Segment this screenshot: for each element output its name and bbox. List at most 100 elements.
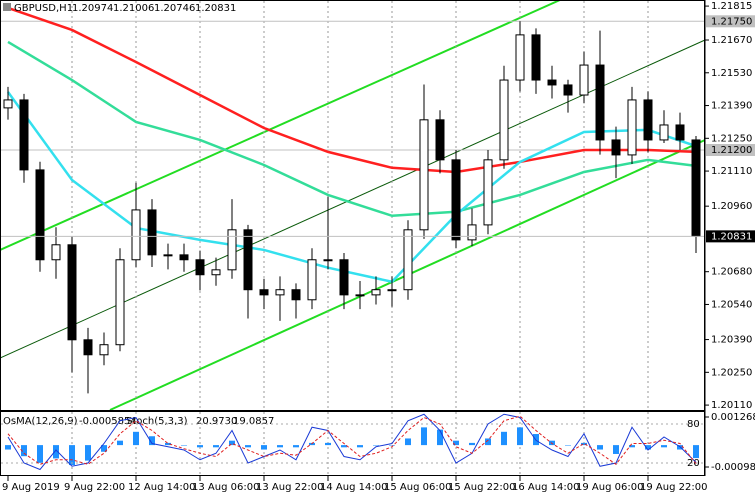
candle-body [387, 289, 397, 292]
x-tick-label: 16 Aug 14:00 [512, 482, 579, 493]
candle-body [483, 159, 493, 226]
candle-body [467, 224, 477, 241]
candle-body [691, 139, 701, 237]
osma-bar [405, 438, 411, 446]
candle-body [115, 259, 125, 346]
osma-bar [85, 445, 91, 461]
osma-bar [645, 445, 651, 450]
candle-body [3, 99, 13, 109]
osma-last: -0.0005854 [79, 416, 137, 427]
osma-bar [117, 440, 123, 446]
candle-body [563, 84, 573, 96]
moving-average [6, 91, 697, 284]
moving-average [7, 6, 697, 174]
candle-body [99, 344, 109, 356]
osma-bar [325, 442, 331, 446]
y-tick-label: 1.21390 [711, 101, 752, 112]
osma-bar [37, 445, 43, 463]
x-tick-label: 14 Aug 14:00 [320, 482, 387, 493]
candle-body [403, 229, 413, 291]
candle-body [435, 119, 445, 161]
osma-bar [421, 427, 427, 446]
osma-bar [181, 445, 187, 446]
candle-body [659, 124, 669, 141]
osma-bar [261, 445, 267, 450]
candle-body [131, 209, 141, 261]
y-tick-label: 1.20680 [711, 267, 752, 278]
stoch-main [7, 413, 697, 471]
osma-bar [373, 445, 379, 446]
candle-body [339, 259, 349, 296]
candle-body [35, 169, 45, 261]
chart-title: GBPUSD,H1 [14, 3, 73, 14]
y-tick-label: 1.21670 [711, 35, 752, 46]
osma-bar [693, 445, 699, 459]
y-tick-label: 1.20540 [711, 299, 752, 310]
y-tick-label: 1.21110 [711, 166, 752, 177]
y-tick-label: 1.21250 [711, 133, 752, 144]
symbol-icon [3, 3, 11, 11]
x-tick-label: 13 Aug 06:00 [192, 482, 259, 493]
level-box [706, 15, 755, 28]
osma-bar [293, 445, 299, 448]
osma-bar [469, 442, 475, 446]
osma-tick-label: 0.001268 [711, 412, 755, 423]
osma-bar [565, 445, 571, 446]
candle-body [675, 124, 685, 141]
osma-bar [213, 445, 219, 448]
stoch-signal [7, 415, 697, 465]
candle-body [451, 159, 461, 241]
osma-bar [613, 445, 619, 454]
candle-body [515, 34, 525, 81]
osma-bar [485, 438, 491, 446]
y-tick-label: 1.20960 [711, 201, 752, 212]
candle-body [211, 269, 221, 276]
candle-body [579, 64, 589, 96]
candle-body [323, 259, 333, 262]
x-tick-label: 9 Aug 22:00 [64, 482, 125, 493]
candle-body [291, 289, 301, 301]
osma-bar [21, 445, 27, 457]
y-tick-label: 1.20110 [711, 400, 752, 411]
candle-body [611, 139, 621, 156]
candle-body [531, 34, 541, 81]
candle-body [147, 209, 157, 256]
x-tick-label: 9 Aug 2019 [2, 482, 60, 493]
candle-body [643, 99, 653, 141]
channel-upper [0, 0, 561, 251]
osma-bar [581, 442, 587, 446]
osma-bar [5, 445, 11, 450]
y-tick-label: 1.20390 [711, 335, 752, 346]
x-tick-label: 19 Aug 06:00 [576, 482, 643, 493]
osma-bar [341, 445, 347, 448]
header-high: 1.21006 [113, 3, 154, 14]
y-tick-label: 1.20250 [711, 367, 752, 378]
osma-bar [149, 436, 155, 446]
candle-body [19, 99, 29, 171]
y-tick-label: 1.21530 [711, 68, 752, 79]
candle-body [259, 289, 269, 296]
level-label: 1.21750 [711, 16, 752, 27]
osma-label: OsMA(12,26,9) [3, 416, 78, 427]
header-open: 1.20974 [72, 3, 113, 14]
candle-body [227, 229, 237, 271]
osma-bar [629, 445, 635, 448]
candle-body [499, 79, 509, 161]
moving-average [7, 40, 697, 218]
last-price-label: 1.20831 [711, 231, 752, 242]
osma-bar [661, 445, 667, 448]
x-tick-label: 15 Aug 22:00 [448, 482, 515, 493]
level-box [706, 144, 755, 157]
osma-bar [437, 429, 443, 446]
candle-body [195, 259, 205, 276]
candle-body [371, 289, 381, 296]
osma-bar [229, 440, 235, 446]
osma-bar [69, 445, 75, 466]
osma-bar [517, 427, 523, 446]
candle-body [419, 119, 429, 231]
candle-body [67, 244, 77, 341]
osma-bar [53, 445, 59, 459]
